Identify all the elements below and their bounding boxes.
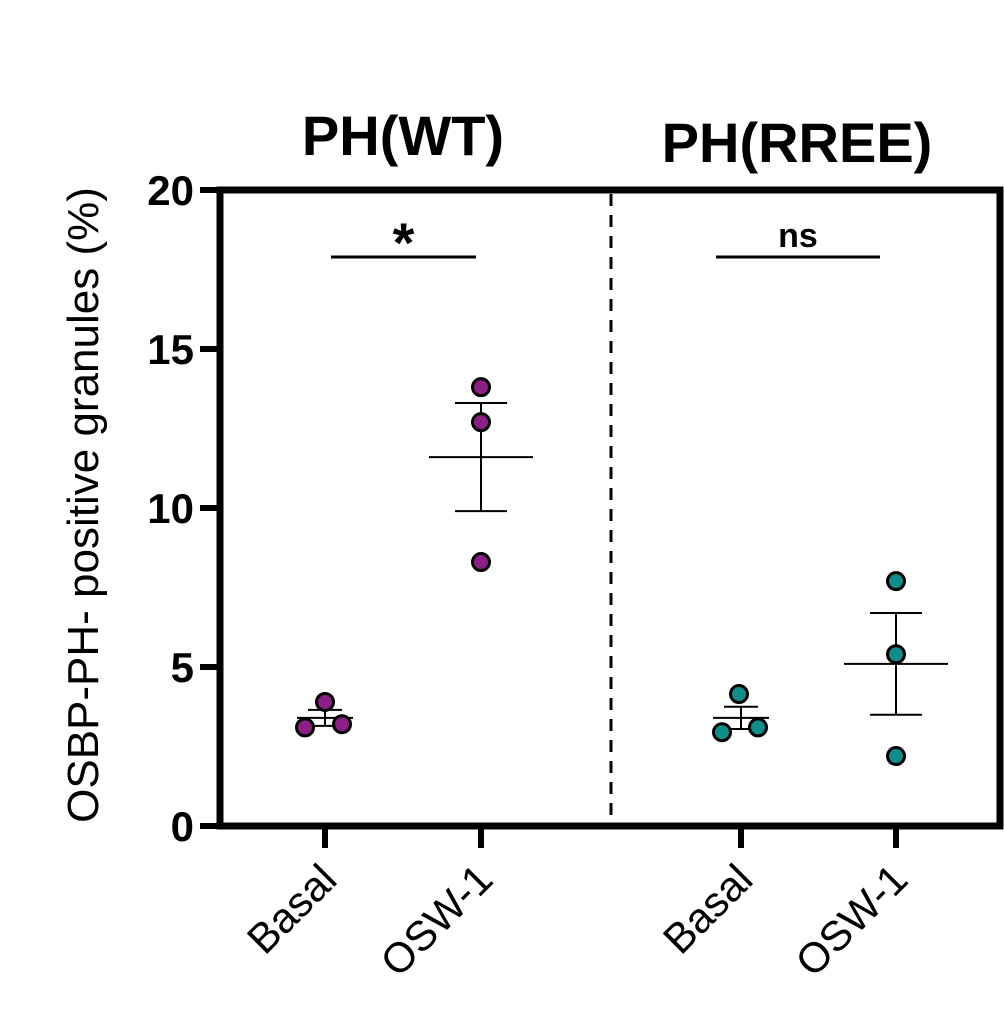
y-tick-label: 5	[171, 644, 194, 691]
data-point	[332, 714, 352, 735]
x-tick-label: OSW-1	[371, 855, 501, 985]
data-point	[295, 717, 315, 738]
data-point	[712, 722, 732, 743]
panel-title-wt: PH(WT)	[302, 104, 504, 167]
panel-title-rree: PH(RREE)	[662, 111, 933, 174]
y-tick-label: 0	[171, 803, 194, 850]
y-axis-label: OSBP-PH- positive granules (%)	[59, 187, 108, 823]
data-point	[886, 571, 906, 592]
y-tick-label: 15	[147, 326, 194, 373]
data-point	[886, 746, 906, 767]
data-point	[729, 684, 749, 705]
significance-annotations: * ns	[331, 211, 880, 274]
x-tick-label: OSW-1	[786, 855, 916, 985]
data-point	[315, 691, 335, 712]
data-point	[886, 644, 906, 665]
x-tick-label: Basal	[238, 855, 346, 963]
data-marks	[295, 377, 948, 767]
y-tick-label: 10	[147, 485, 194, 532]
y-tick-label: 20	[147, 167, 194, 214]
x-axis: Basal OSW-1 Basal OSW-1	[238, 826, 916, 985]
data-point	[471, 552, 491, 573]
x-tick-label: Basal	[654, 855, 762, 963]
significance-label: *	[393, 211, 415, 274]
y-axis: 0 5 10 15 20	[147, 167, 220, 850]
data-point	[471, 377, 491, 398]
data-point	[471, 412, 491, 433]
significance-label: ns	[778, 217, 818, 255]
data-point	[748, 717, 768, 738]
